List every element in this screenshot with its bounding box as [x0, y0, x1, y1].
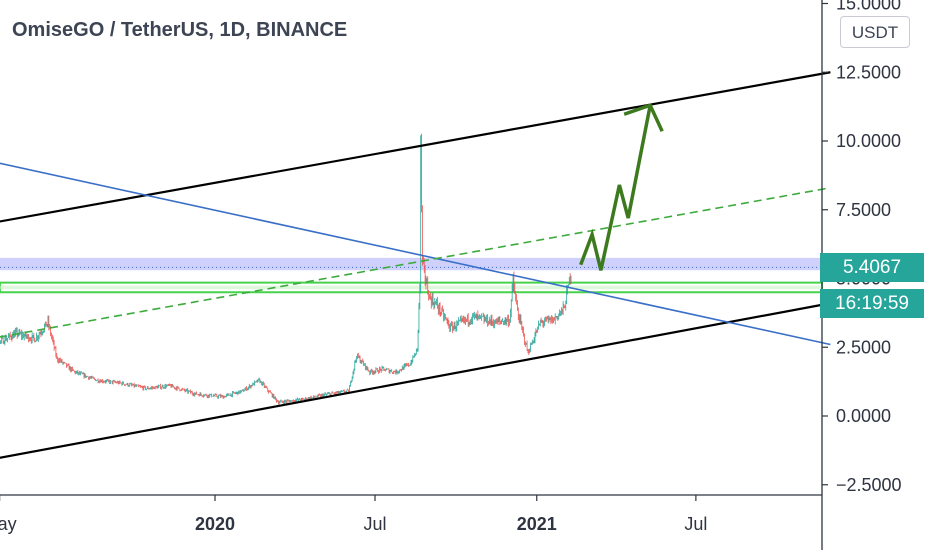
descending-trendline: [0, 162, 831, 346]
time-tick-label: 2020: [195, 514, 235, 534]
price-tick-label: 10.0000: [836, 131, 901, 151]
support-zone-fill: [0, 285, 822, 290]
price-axis[interactable]: −2.50000.00002.50005.00007.500010.000012…: [822, 0, 902, 495]
dashed-trendline: [0, 186, 831, 338]
lower-channel: [0, 302, 831, 459]
time-axis[interactable]: May 2020 Jul 2021 Jul: [0, 495, 707, 534]
last-price-label: 5.4067: [820, 253, 924, 282]
countdown-label: 16:19:59: [820, 289, 924, 318]
chart-title: OmiseGO / TetherUS, 1D, BINANCE: [12, 19, 348, 41]
time-tick-label: Jul: [684, 514, 707, 534]
price-tick-label: 0.0000: [836, 406, 891, 426]
currency-button[interactable]: USDT: [840, 16, 910, 48]
price-tick-label: 12.5000: [836, 62, 901, 82]
price-tick-label: 15.0000: [836, 0, 901, 14]
time-tick-label: Jul: [363, 514, 386, 534]
resistance-zone: [0, 257, 822, 271]
time-tick-label: 2021: [517, 514, 557, 534]
projection-arrow-head: [623, 103, 664, 132]
upper-channel: [0, 71, 831, 223]
price-tick-label: 2.5000: [836, 337, 891, 357]
drawing-layer: [0, 71, 831, 459]
time-tick-label: May: [0, 514, 17, 534]
projection-arrow: [579, 104, 652, 271]
price-tick-label: −2.5000: [836, 475, 902, 495]
axes: [0, 0, 823, 550]
price-tick-label: 7.5000: [836, 200, 891, 220]
plot-area[interactable]: [0, 133, 823, 405]
